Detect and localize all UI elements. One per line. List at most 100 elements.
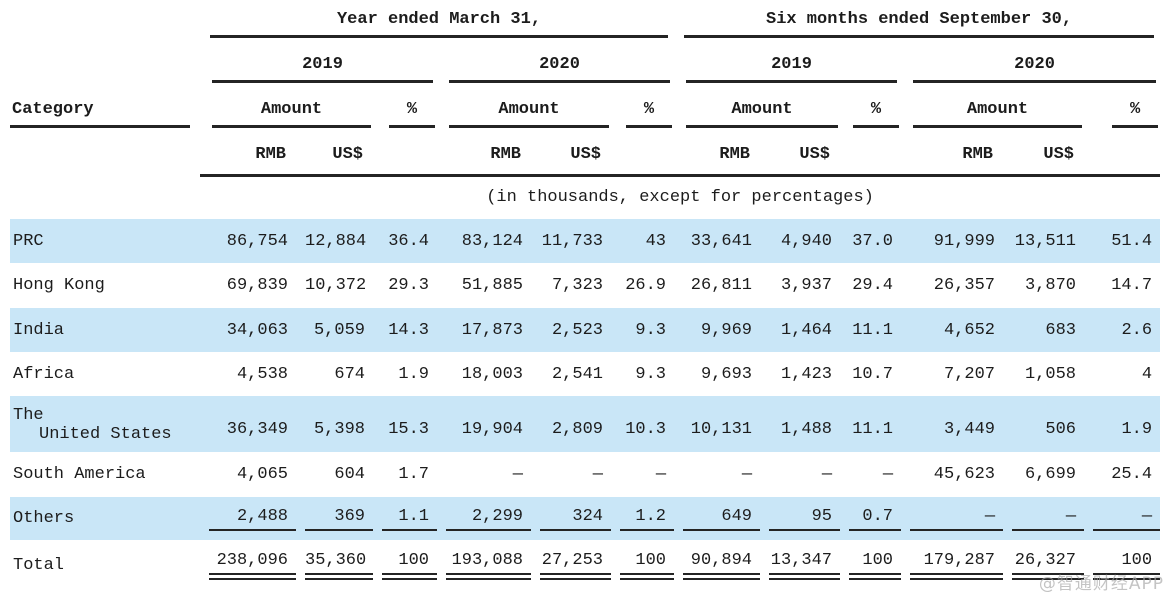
header-percent-fy2019: %	[373, 83, 437, 128]
cell-text: 4,065	[236, 465, 288, 484]
cell-text: 10.7	[852, 364, 894, 384]
cell-text: 649	[683, 507, 761, 531]
cell-value: 29.3	[373, 263, 437, 308]
header-period-fy: Year ended March 31,	[200, 2, 674, 38]
cell-value: 36.4	[373, 219, 437, 263]
cell-text: 1.7	[398, 465, 429, 484]
row-label: India	[10, 308, 200, 352]
cell-value: 1.7	[373, 452, 437, 497]
cell-value: —	[760, 452, 840, 497]
col-header-blank	[611, 128, 675, 177]
cell-value: 10.7	[840, 352, 901, 396]
percent-label: %	[389, 100, 435, 128]
cell-text: 1,423	[781, 364, 833, 384]
cell-value: 506	[1003, 396, 1085, 452]
cell-text: 26,327	[1012, 551, 1085, 580]
cell-text: 193,088	[446, 551, 531, 580]
cell-value: 10,372	[296, 263, 373, 308]
cell-value: 4,652	[901, 308, 1004, 352]
cell-value: 33,641	[674, 219, 761, 263]
header-amount-fy2019: Amount	[200, 83, 373, 128]
cell-text: 369	[305, 507, 373, 531]
table-row: South America 4,065 604 1.7 — — — — — — 45,623 6,69…	[10, 452, 1160, 497]
cell-value: 2,541	[531, 352, 611, 396]
year-label: 2019	[212, 55, 433, 83]
header-category: Category	[10, 83, 200, 128]
cell-text: —	[821, 465, 833, 484]
header-measure-row: Category Amount % Amount % Amount % Amou…	[10, 83, 1160, 128]
table-row: PRC 86,754 12,884 36.4 83,124 11,733 43 33,641 4…	[10, 219, 1161, 263]
cell-value: 10.3	[611, 396, 675, 452]
cell-text: 324	[540, 507, 611, 531]
cell-text: —	[1093, 507, 1161, 531]
header-percent-6m2019: %	[840, 83, 901, 128]
cell-value: 13,511	[1003, 219, 1085, 263]
cell-value: 2,523	[531, 308, 611, 352]
table-row: Africa 4,538 674 1.9 18,003 2,541 9.3 9,693 1,42…	[10, 352, 1160, 396]
cell-text: 1.1	[382, 507, 437, 531]
cell-text: 1.9	[398, 364, 429, 384]
cell-text: 29.4	[852, 276, 894, 295]
cell-value: 9.3	[611, 352, 674, 396]
cell-text: 1.2	[620, 507, 675, 531]
cell-text: —	[1012, 507, 1085, 531]
percent-label: %	[853, 100, 900, 128]
cell-text: 11.1	[852, 420, 894, 439]
cell-value: 43	[611, 219, 675, 263]
cell-text: 100	[1093, 551, 1161, 580]
row-label: Africa	[13, 364, 75, 384]
cell-text: 1,464	[781, 320, 833, 340]
cell-text: 3,449	[944, 420, 996, 439]
cell-value: 1,058	[1003, 352, 1084, 396]
cell-text: 238,096	[209, 551, 296, 580]
year-label: 2020	[913, 55, 1157, 83]
cell-text: 4,538	[236, 364, 288, 384]
cell-value: —	[674, 452, 760, 497]
cell-value: —	[531, 452, 611, 497]
cell-value: 26,357	[901, 263, 1003, 308]
cell-value: 5,398	[296, 396, 373, 452]
cell-text: 7,207	[944, 364, 996, 384]
cell-value: 13,347	[760, 540, 841, 590]
cell-value: 4	[1084, 352, 1160, 396]
amount-label: Amount	[913, 100, 1083, 128]
cell-value: 36,349	[200, 396, 296, 452]
cell-text: 1,488	[781, 420, 833, 439]
header-year-6m-2020: 2020	[901, 38, 1160, 83]
cell-value: 18,003	[437, 352, 531, 396]
cell-value: 4,065	[200, 452, 296, 497]
cell-text: 25.4	[1111, 465, 1153, 484]
row-label: The United States	[10, 396, 200, 452]
cell-value: —	[840, 452, 901, 497]
cell-text: 69,839	[226, 276, 288, 295]
row-label-line: United States	[39, 425, 172, 444]
cell-value: 34,063	[200, 308, 296, 352]
cell-value: 27,253	[531, 540, 611, 590]
cell-value: 83,124	[437, 219, 531, 263]
cell-text: 37.0	[852, 231, 894, 251]
cell-text: 27,253	[540, 551, 611, 580]
cell-value: 5,059	[296, 308, 373, 352]
cell-value: 1.9	[373, 352, 437, 396]
year-label: 2020	[449, 55, 671, 83]
cell-text: 604	[334, 465, 365, 484]
cell-text: 15.3	[388, 420, 429, 439]
cell-text: 683	[1045, 320, 1077, 340]
header-period-row: Year ended March 31, Six months ended Se…	[10, 2, 1160, 38]
cell-text: 3,870	[1025, 276, 1077, 295]
cell-value: 1.9	[1084, 396, 1161, 452]
cell-value: 674	[296, 352, 373, 396]
cell-value: 0.7	[840, 497, 902, 540]
header-year-6m-2019: 2019	[674, 38, 901, 83]
cell-text: —	[592, 465, 603, 484]
cell-value: 604	[296, 452, 373, 497]
cell-text: 43	[645, 231, 667, 251]
cell-text: —	[882, 465, 894, 484]
cell-value: 14.3	[373, 308, 437, 352]
cell-value: —	[1003, 497, 1085, 540]
cell-value: 100	[611, 540, 675, 590]
cell-value: 9,969	[674, 308, 761, 352]
col-header-blank	[840, 128, 902, 177]
amount-label: Amount	[449, 100, 609, 128]
cell-value: —	[901, 497, 1004, 540]
